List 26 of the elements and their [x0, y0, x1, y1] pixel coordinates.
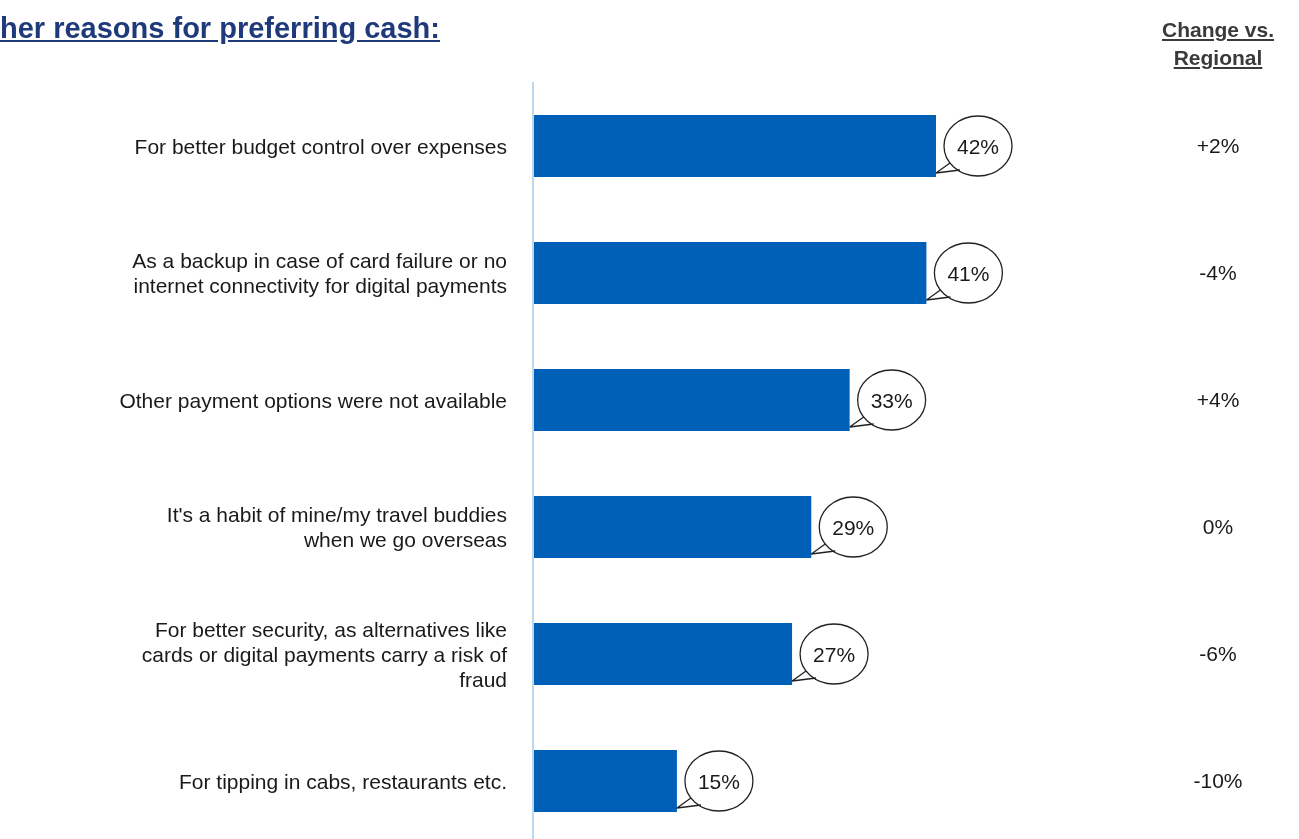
- text: +4%: [1195, 386, 1241, 413]
- y-tick-label: As a backup in case of card failure or no internet connectivity for digital payments: [132, 248, 507, 297]
- bar: [533, 115, 936, 177]
- data-label: 42%: [956, 134, 1000, 158]
- text: -6%: [1198, 640, 1238, 667]
- bar: [533, 242, 927, 304]
- text: -4%: [1198, 259, 1238, 286]
- text: +2%: [1195, 132, 1241, 159]
- y-tick-label: Other payment options were not available: [119, 388, 507, 411]
- bar: [533, 496, 812, 558]
- bar: [533, 750, 677, 812]
- y-tick-label: For tipping in cabs, restaurants etc.: [179, 769, 507, 792]
- data-label: 33%: [870, 388, 913, 412]
- text: her reasons for preferring cash:: [0, 12, 440, 45]
- text: -10%: [1192, 767, 1244, 794]
- data-label: 15%: [697, 769, 740, 793]
- data-label: 41%: [947, 261, 990, 285]
- data-label: 27%: [813, 642, 856, 666]
- text: Change vs. Regional: [1160, 17, 1275, 71]
- text: 0%: [1201, 513, 1235, 540]
- y-tick-label: For better security, as alternatives like cards or digital payments carry a risk of fraud: [141, 617, 508, 690]
- bar: [533, 623, 793, 685]
- bar: [533, 369, 850, 431]
- y-tick-label: For better budget control over expenses: [134, 134, 507, 157]
- y-tick-label: It's a habit of mine/my travel buddies when we go overseas: [166, 502, 507, 551]
- data-label: 29%: [832, 515, 875, 539]
